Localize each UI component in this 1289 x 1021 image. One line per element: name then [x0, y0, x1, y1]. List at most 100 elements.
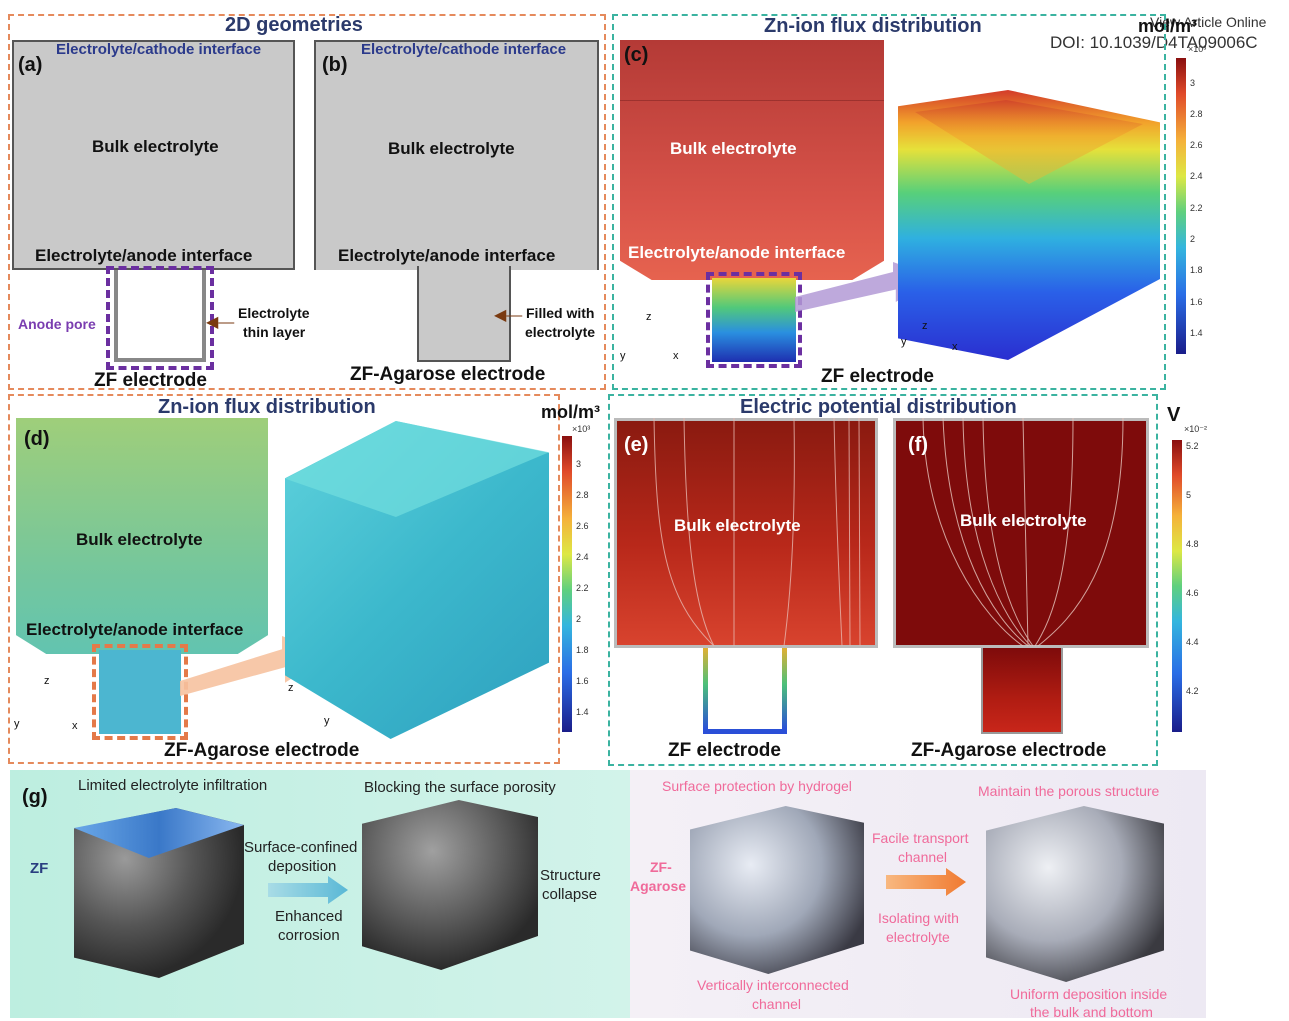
- ef-tick-2: 4.8: [1186, 539, 1199, 549]
- panel-ef-unit: V: [1167, 404, 1181, 426]
- b-anode-label: Electrolyte/anode interface: [338, 246, 556, 265]
- c-tick-6: 1.8: [1190, 265, 1203, 275]
- d-tick-2: 2.6: [576, 521, 589, 531]
- d-axis2-z: z: [288, 682, 294, 694]
- a-pore-highlight: [106, 266, 214, 370]
- e-pore: [703, 648, 787, 734]
- d-bulk-label: Bulk electrolyte: [76, 530, 203, 549]
- panel-ef-header: Electric potential distribution: [740, 396, 1017, 418]
- g-protection-label: Surface protection by hydrogel: [662, 778, 852, 794]
- f-pore: [981, 648, 1063, 734]
- g-iso-label-2: electrolyte: [886, 929, 950, 945]
- panel-d-frame: [8, 394, 560, 764]
- b-caption: ZF-Agarose electrode: [350, 364, 546, 385]
- a-caption: ZF electrode: [94, 370, 207, 391]
- c-bulk-block: [620, 40, 884, 280]
- g-iso-label-1: Isolating with: [878, 910, 959, 926]
- c-tick-3: 2.4: [1190, 171, 1203, 181]
- g-zfa-label-1: ZF-: [650, 859, 672, 875]
- f-field-lines: [922, 418, 1124, 647]
- panel-c-header: Zn-ion flux distribution: [764, 15, 982, 37]
- panel-ab-header: 2D geometries: [225, 14, 363, 36]
- e-bulk-label: Bulk electrolyte: [674, 516, 801, 535]
- c-anode-label: Electrolyte/anode interface: [628, 243, 846, 262]
- d-axis-y: y: [14, 718, 20, 730]
- c-axis2-y: y: [901, 336, 907, 348]
- b-filled-label-1: Filled with: [526, 305, 595, 321]
- f-bulk-region: [893, 418, 1149, 648]
- c-tick-5: 2: [1190, 234, 1196, 244]
- b-bulk-region: [314, 40, 599, 270]
- c-pore-cube: [712, 278, 796, 362]
- g-coll-label-1: Structure: [540, 867, 601, 884]
- c-axis-y: y: [620, 350, 626, 362]
- f-tag: (f): [908, 434, 928, 456]
- a-bulk-label: Bulk electrolyte: [92, 137, 219, 156]
- g-limited-label: Limited electrolyte infiltration: [78, 777, 268, 794]
- c-axis2-z: z: [922, 320, 928, 332]
- c-tick-1: 2.8: [1190, 109, 1203, 119]
- c-tick-2: 2.6: [1190, 140, 1203, 150]
- e-tag: (e): [624, 434, 649, 456]
- view-article-link[interactable]: View Article Online: [1150, 14, 1267, 30]
- g-surf-label-2: deposition: [268, 858, 337, 875]
- g-enh-label-2: corrosion: [278, 927, 340, 944]
- g-facile-label-1: Facile transport: [872, 830, 969, 846]
- f-caption: ZF-Agarose electrode: [911, 740, 1107, 761]
- panel-c-unit: mol/m³: [1138, 16, 1198, 36]
- d-axis-x: x: [72, 720, 78, 732]
- ef-tick-4: 4.4: [1186, 637, 1199, 647]
- g-facile-label-2: channel: [898, 849, 948, 865]
- c-bulk-label: Bulk electrolyte: [670, 139, 797, 158]
- ef-tick-1: 5: [1186, 490, 1192, 500]
- panel-c-frame: [612, 14, 1166, 390]
- d-tick-7: 1.6: [576, 676, 589, 686]
- d-tick-3: 2.4: [576, 552, 589, 562]
- g-vert-label-1: Vertically interconnected: [697, 977, 849, 993]
- g-collapse-cube: [362, 800, 538, 970]
- b-filled-label-2: electrolyte: [525, 324, 596, 340]
- d-tick-0: 3: [576, 459, 582, 469]
- panel-d-header: Zn-ion flux distribution: [158, 396, 376, 418]
- d-scale-exp: ×10³: [572, 424, 591, 434]
- g-uni-label-1: Uniform deposition inside: [1010, 986, 1168, 1002]
- g-maintain-label: Maintain the porous structure: [978, 783, 1160, 799]
- g-coll-label-2: collapse: [542, 886, 598, 903]
- b-tag: (b): [322, 54, 348, 76]
- c-scale-exp: ×10³: [1188, 44, 1207, 54]
- g-tag: (g): [22, 786, 48, 808]
- e-field-lines: [653, 418, 861, 647]
- g-final-cube: [986, 806, 1164, 982]
- e-bulk-region: [614, 418, 878, 648]
- b-arrow: ◀—: [494, 307, 523, 324]
- c-axis-z: z: [646, 311, 652, 323]
- c-tick-8: 1.4: [1190, 328, 1203, 338]
- b-pore-filled: [417, 266, 511, 362]
- c-tag: (c): [624, 44, 649, 66]
- panel-d-unit: mol/m³: [541, 402, 601, 422]
- c-tick-0: 3: [1190, 78, 1196, 88]
- g-enh-label-1: Enhanced: [275, 908, 343, 925]
- g-uni-label-2: the bulk and bottom: [1030, 1004, 1153, 1020]
- a-thin-label-2: thin layer: [243, 324, 306, 340]
- d-axis2-y: y: [324, 715, 330, 727]
- a-thin-label-1: Electrolyte: [238, 305, 310, 321]
- ef-scale-exp: ×10⁻²: [1184, 424, 1208, 434]
- a-anode-label: Electrolyte/anode interface: [35, 246, 253, 265]
- d-tick-8: 1.4: [576, 707, 589, 717]
- ef-tick-5: 4.2: [1186, 686, 1199, 696]
- d-tick-6: 1.8: [576, 645, 589, 655]
- b-bulk-label: Bulk electrolyte: [388, 139, 515, 158]
- d-tick-1: 2.8: [576, 490, 589, 500]
- d-bulk-block: [16, 418, 268, 654]
- d-tick-4: 2.2: [576, 583, 589, 593]
- ef-tick-3: 4.6: [1186, 588, 1199, 598]
- c-pore-highlight: [706, 272, 802, 368]
- c-axis-x: x: [673, 350, 679, 362]
- d-tag: (d): [24, 428, 50, 450]
- d-axis-z: z: [44, 675, 50, 687]
- doi-text: DOI: 10.1039/D4TA09006C: [1050, 33, 1258, 52]
- panel-ab-frame: [8, 14, 606, 390]
- d-colorbar: [562, 436, 572, 732]
- f-bulk-label: Bulk electrolyte: [960, 511, 1087, 530]
